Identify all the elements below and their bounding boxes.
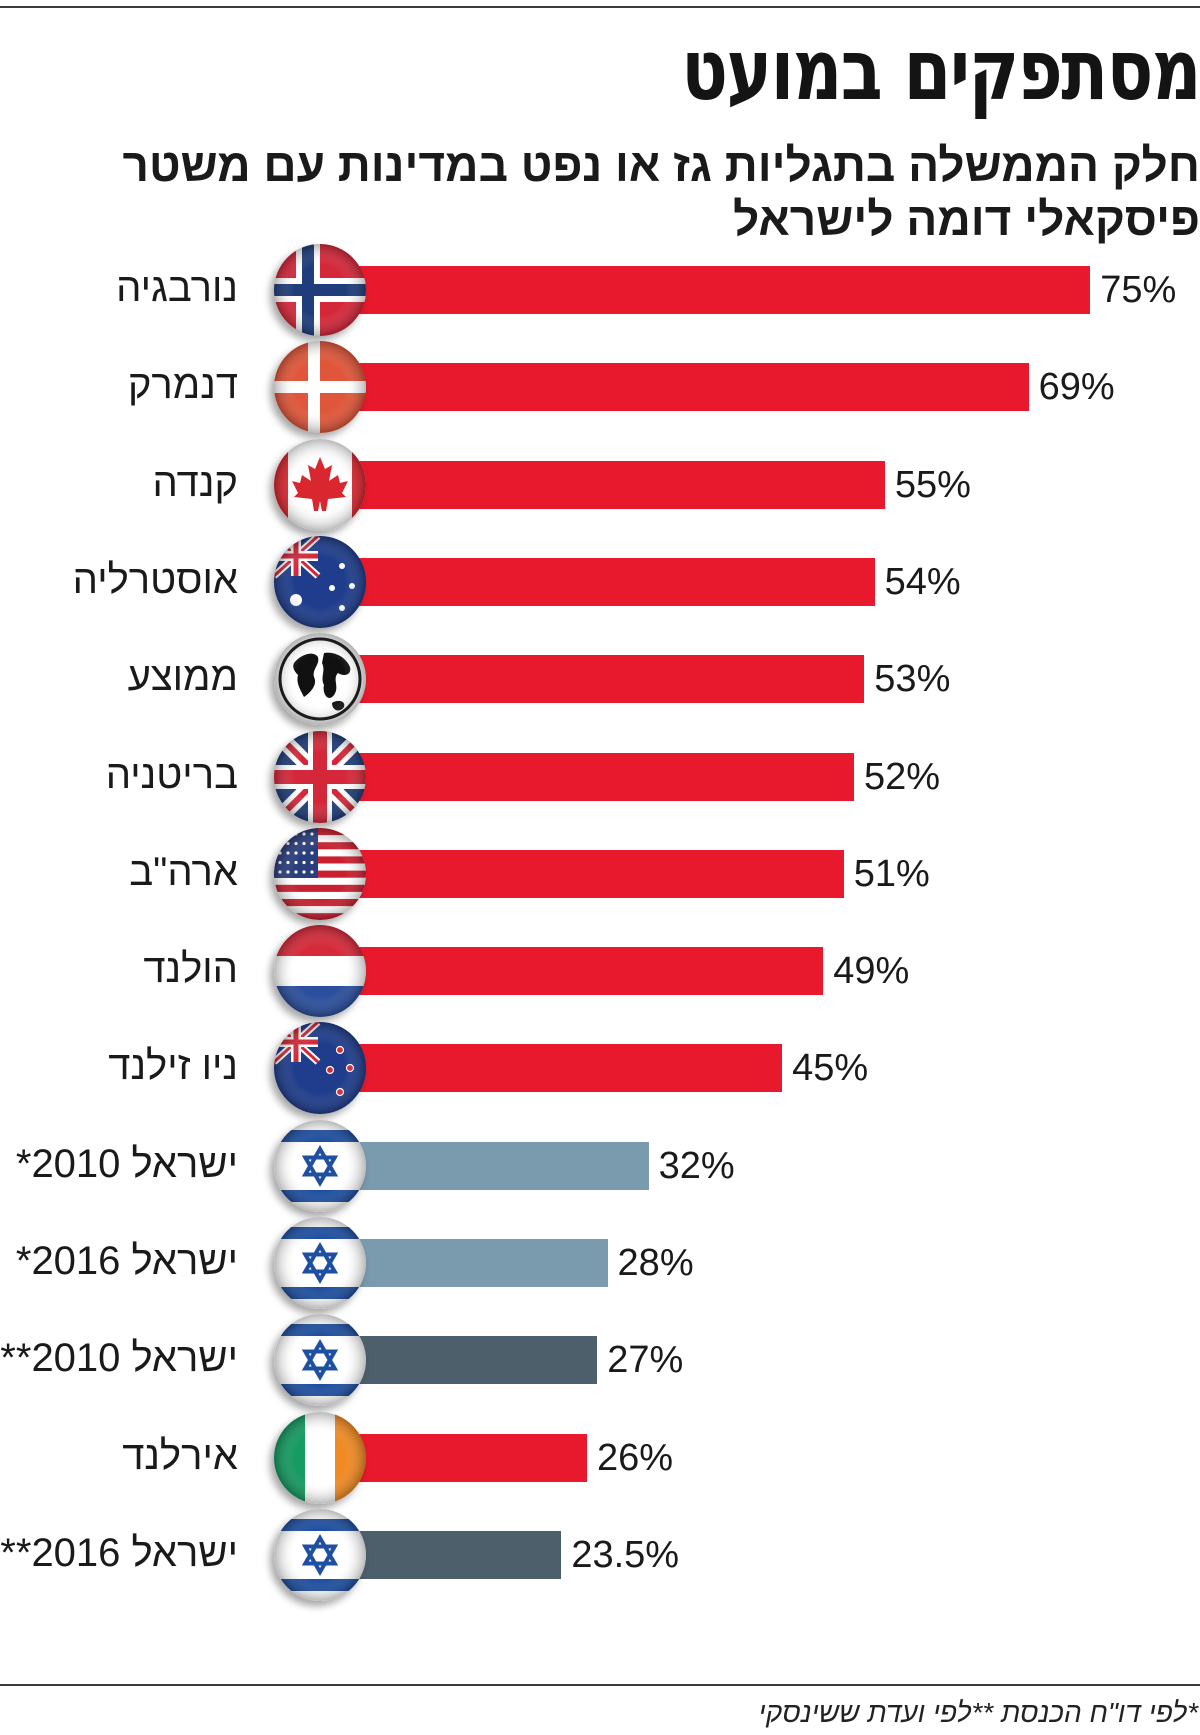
bar — [320, 1141, 649, 1190]
category-label: בריטניה — [105, 752, 238, 797]
bar — [320, 557, 875, 606]
value-label: 49% — [833, 950, 910, 993]
bar — [320, 1044, 783, 1093]
netherlands-flag-icon — [274, 925, 366, 1018]
category-label: ישראל 2010** — [0, 1336, 238, 1381]
category-label: אוסטרליה — [72, 557, 238, 602]
bar-row: ישראל 2016* 28% — [0, 1215, 1200, 1311]
bar-row: הולנד 49% — [0, 923, 1200, 1019]
bar — [320, 363, 1029, 412]
bar — [320, 655, 865, 704]
chart-subtitle: חלק הממשלה בתגליות גז או נפט במדינות עם … — [0, 138, 1200, 246]
bar-row: ניו זילנד 45% — [0, 1020, 1200, 1116]
value-label: 69% — [1038, 366, 1115, 409]
bar-row: ארה"ב 51% — [0, 826, 1200, 922]
value-label: 54% — [884, 560, 961, 603]
bar — [320, 460, 885, 509]
footnote: *לפי דו"ח הכנסת **לפי ועדת ששינסקי — [758, 1697, 1198, 1728]
category-label: ישראל 2016** — [0, 1530, 238, 1575]
category-label: ארה"ב — [129, 849, 238, 894]
israel-flag-icon — [274, 1314, 366, 1407]
value-label: 55% — [894, 463, 971, 506]
bar-row: נורבגיה 75% — [0, 242, 1200, 338]
chart-title: מסתפקים במועט — [681, 21, 1200, 119]
category-label: ישראל 2010* — [15, 1141, 238, 1186]
bar-row: קנדה 55% — [0, 437, 1200, 533]
bar — [320, 947, 824, 996]
value-label: 23.5% — [571, 1533, 680, 1576]
israel-flag-icon — [274, 1119, 366, 1212]
uk-flag-icon — [274, 730, 366, 823]
bar — [320, 849, 844, 898]
bar-row: אוסטרליה 54% — [0, 534, 1200, 630]
bar-row: בריטניה 52% — [0, 729, 1200, 825]
denmark-flag-icon — [274, 341, 366, 434]
bottom-divider — [0, 1684, 1200, 1686]
bar-row: אירלנד 26% — [0, 1410, 1200, 1506]
value-label: 75% — [1100, 269, 1177, 311]
bar-row: ישראל 2010** 27% — [0, 1312, 1200, 1408]
globe-icon — [274, 633, 366, 726]
value-label: 28% — [617, 1242, 694, 1284]
bar — [320, 1239, 608, 1287]
value-label: 32% — [658, 1144, 735, 1187]
norway-flag-icon — [274, 244, 366, 336]
bar — [320, 1336, 598, 1385]
bar-row: ישראל 2016** 23.5% — [0, 1507, 1200, 1603]
subtitle-line-1: חלק הממשלה בתגליות גז או נפט במדינות עם … — [122, 139, 1200, 191]
subtitle-line-2: פיסקאלי דומה לישראל — [733, 193, 1200, 245]
bar-row: דנמרק 69% — [0, 339, 1200, 435]
value-label: 53% — [874, 658, 951, 701]
category-label: ישראל 2016* — [15, 1239, 238, 1283]
usa-flag-icon — [274, 827, 366, 920]
israel-flag-icon — [274, 1217, 366, 1309]
value-label: 26% — [597, 1436, 674, 1479]
category-label: ממוצע — [127, 655, 238, 700]
israel-flag-icon — [274, 1508, 366, 1601]
category-label: הולנד — [143, 947, 238, 992]
new-zealand-flag-icon — [274, 1022, 366, 1115]
bar-row: ישראל 2010* 32% — [0, 1118, 1200, 1214]
canada-flag-icon — [274, 438, 366, 531]
ireland-flag-icon — [274, 1411, 366, 1504]
category-label: אירלנד — [122, 1433, 238, 1478]
bar — [320, 266, 1091, 314]
category-label: דנמרק — [127, 363, 238, 408]
value-label: 52% — [864, 755, 941, 798]
value-label: 45% — [792, 1047, 869, 1090]
top-divider — [0, 6, 1200, 8]
bar — [320, 752, 855, 801]
australia-flag-icon — [274, 535, 366, 628]
category-label: נורבגיה — [116, 266, 238, 310]
category-label: ניו זילנד — [108, 1044, 238, 1089]
category-label: קנדה — [152, 460, 239, 505]
value-label: 51% — [853, 852, 930, 895]
bar-row: ממוצע 53% — [0, 631, 1200, 727]
value-label: 27% — [607, 1339, 684, 1382]
